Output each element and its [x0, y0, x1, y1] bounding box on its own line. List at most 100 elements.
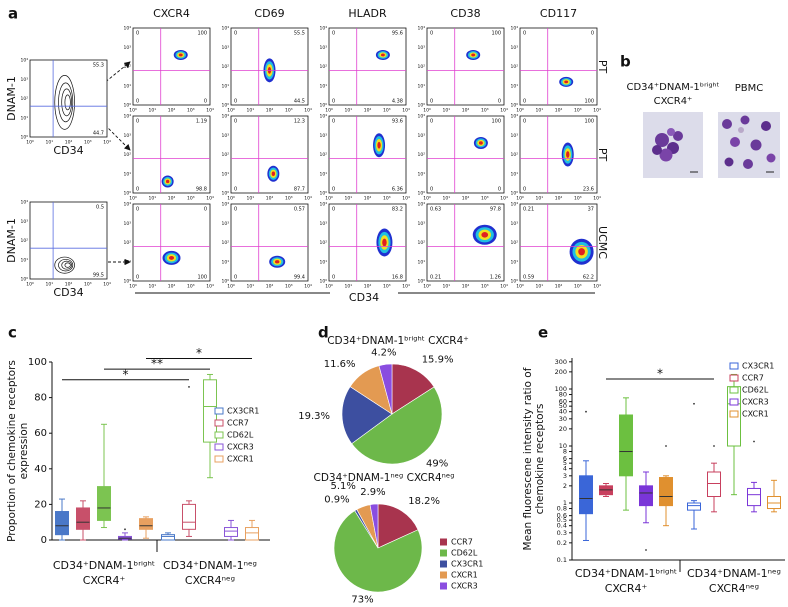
- y-tick-label: 40: [34, 464, 47, 475]
- flow-x-tick: 10²: [266, 196, 274, 202]
- density-contour: [165, 179, 170, 184]
- flow-plot: [132, 27, 211, 106]
- density-contour: [471, 53, 476, 57]
- box: [76, 507, 90, 530]
- flow-y-tick: 10¹: [319, 83, 327, 89]
- box: [224, 527, 238, 537]
- column-header: CD38: [450, 7, 480, 20]
- flow-x-tick: 10¹: [344, 196, 352, 202]
- gate-contour: [61, 88, 72, 117]
- quadrant-value: 0.21: [523, 207, 534, 213]
- y-tick-label: 3: [563, 472, 567, 480]
- gate-value: 0.5: [96, 205, 104, 211]
- flow-y-tick: 10¹: [510, 259, 518, 265]
- flow-x-tick: 10⁴: [402, 108, 410, 114]
- gate-y-tick: 10¹: [20, 257, 28, 263]
- pie-slice: [391, 363, 435, 415]
- flow-y-tick: 10⁴: [319, 114, 327, 120]
- gate-contour: [58, 82, 74, 123]
- quadrant-value: 0: [523, 119, 526, 125]
- quadrant-value: 0: [523, 187, 526, 193]
- quadrant-value: 0: [136, 275, 139, 281]
- flow-x-tick: 10¹: [148, 108, 156, 114]
- y-tick-label: 0.3: [557, 529, 567, 537]
- flow-x-tick: 10¹: [148, 284, 156, 290]
- flow-x-tick: 10⁰: [516, 284, 524, 290]
- flow-plot: [519, 27, 598, 106]
- flow-y-tick: 10⁴: [510, 26, 518, 32]
- box: [707, 471, 721, 498]
- box: [97, 486, 111, 521]
- y-tick-label: 6: [563, 455, 567, 463]
- flow-x-tick: 10⁴: [500, 284, 508, 290]
- flow-x-tick: 10³: [285, 284, 293, 290]
- flow-y-tick: 10⁰: [417, 103, 425, 109]
- flow-y-tick: 10¹: [319, 171, 327, 177]
- flow-x-tick: 10⁴: [402, 196, 410, 202]
- sample-label: CXCR4⁺: [654, 96, 693, 107]
- legend-label: CX3CR1: [451, 560, 483, 569]
- flow-x-tick: 10⁴: [500, 108, 508, 114]
- flow-x-tick: 10⁰: [423, 196, 431, 202]
- pie-slice: [378, 363, 393, 415]
- flow-x-tick: 10¹: [246, 196, 254, 202]
- density-contour: [564, 80, 569, 84]
- outlier: [188, 386, 190, 388]
- y-axis-label: Proportion of chemokine receptors expres…: [6, 360, 30, 542]
- flow-x-tick: 10¹: [344, 108, 352, 114]
- y-tick-label: 0: [41, 535, 47, 546]
- flow-y-tick: 10⁴: [123, 26, 131, 32]
- gate-y-tick: 10²: [20, 96, 28, 102]
- legend-label: CD62L: [227, 431, 254, 440]
- box: [579, 475, 593, 515]
- legend-swatch: [729, 374, 739, 382]
- quadrant-value: 93.6: [392, 119, 403, 125]
- quadrant-value: 16.8: [392, 275, 403, 281]
- flow-x-tick: 10⁰: [325, 284, 333, 290]
- y-tick-label: 0.5: [557, 516, 567, 524]
- gate-y-tick: 10²: [20, 238, 28, 244]
- flow-plot: [426, 115, 505, 194]
- legend-label: CCR7: [451, 538, 473, 547]
- outlier: [124, 528, 126, 531]
- flow-x-tick: 10⁴: [206, 196, 214, 202]
- flow-y-tick: 10¹: [221, 83, 229, 89]
- legend-swatch: [214, 419, 224, 427]
- flow-x-tick: 10⁰: [516, 196, 524, 202]
- significance-label: **: [151, 357, 163, 371]
- y-tick-label: 60: [34, 428, 47, 439]
- flow-y-tick: 10³: [510, 221, 518, 227]
- flow-y-tick: 10⁴: [123, 114, 131, 120]
- x-category-label: CXCR4⁺: [83, 574, 126, 587]
- flow-y-tick: 10⁰: [123, 191, 131, 197]
- gate-plot: [29, 201, 108, 280]
- flow-plot: [426, 27, 505, 106]
- flow-y-tick: 10²: [510, 152, 518, 158]
- gate-y-tick: 10⁰: [20, 277, 28, 283]
- flow-x-tick: 10⁴: [593, 108, 601, 114]
- quadrant-value: 0: [523, 99, 526, 105]
- flow-x-tick: 10²: [266, 108, 274, 114]
- flow-y-tick: 10²: [510, 64, 518, 70]
- flow-x-tick: 10⁴: [402, 284, 410, 290]
- flow-x-tick: 10²: [168, 196, 176, 202]
- quadrant-value: 0: [234, 119, 237, 125]
- gate-contour: [58, 258, 74, 272]
- y-tick-label: 0.4: [557, 522, 567, 530]
- flow-x-tick: 10⁰: [227, 196, 235, 202]
- flow-y-tick: 10¹: [319, 259, 327, 265]
- pie-value-label: 18.2%: [408, 496, 440, 507]
- quadrant-value: 95.6: [392, 31, 403, 37]
- quadrant-value: 0: [136, 187, 139, 193]
- flow-x-tick: 10²: [168, 284, 176, 290]
- flow-y-tick: 10¹: [221, 171, 229, 177]
- y-tick-label: 20: [559, 425, 567, 433]
- row-label: PT: [596, 60, 609, 74]
- legend-swatch: [214, 407, 224, 415]
- legend-swatch: [214, 455, 224, 463]
- quadrant-value: 0: [136, 31, 139, 37]
- quadrant-value: 0.63: [430, 207, 441, 213]
- pie-slice: [341, 386, 393, 445]
- quadrant-value: 0: [523, 31, 526, 37]
- quadrant-value: 0: [136, 119, 139, 125]
